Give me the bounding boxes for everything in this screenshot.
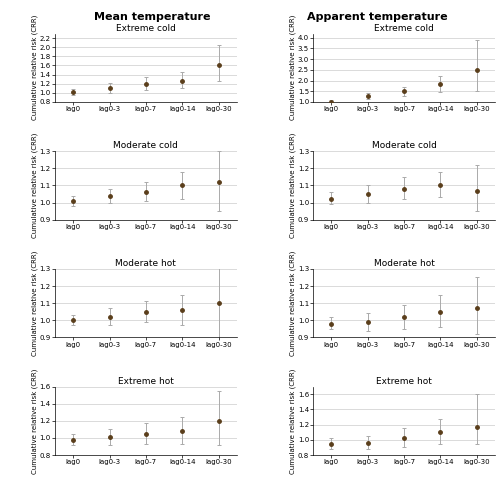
Title: Moderate cold: Moderate cold: [372, 141, 436, 150]
Y-axis label: Cumulative relative risk (CRR): Cumulative relative risk (CRR): [32, 133, 38, 238]
Title: Moderate hot: Moderate hot: [374, 259, 434, 268]
Text: Apparent temperature: Apparent temperature: [307, 12, 448, 22]
Title: Moderate hot: Moderate hot: [116, 259, 176, 268]
Y-axis label: Cumulative relative risk (CRR): Cumulative relative risk (CRR): [290, 133, 296, 238]
Title: Extreme cold: Extreme cold: [374, 24, 434, 33]
Y-axis label: Cumulative relative risk (CRR): Cumulative relative risk (CRR): [32, 251, 38, 356]
Y-axis label: Cumulative relative risk (CRR): Cumulative relative risk (CRR): [32, 15, 38, 120]
Y-axis label: Cumulative relative risk (CRR): Cumulative relative risk (CRR): [290, 15, 296, 120]
Title: Extreme hot: Extreme hot: [118, 377, 174, 386]
Text: Mean temperature: Mean temperature: [94, 12, 211, 22]
Title: Extreme hot: Extreme hot: [376, 377, 432, 386]
Y-axis label: Cumulative relative risk (CRR): Cumulative relative risk (CRR): [290, 368, 296, 474]
Title: Extreme cold: Extreme cold: [116, 24, 176, 33]
Y-axis label: Cumulative relative risk (CRR): Cumulative relative risk (CRR): [290, 251, 296, 356]
Title: Moderate cold: Moderate cold: [114, 141, 178, 150]
Y-axis label: Cumulative relative risk (CRR): Cumulative relative risk (CRR): [32, 368, 38, 474]
